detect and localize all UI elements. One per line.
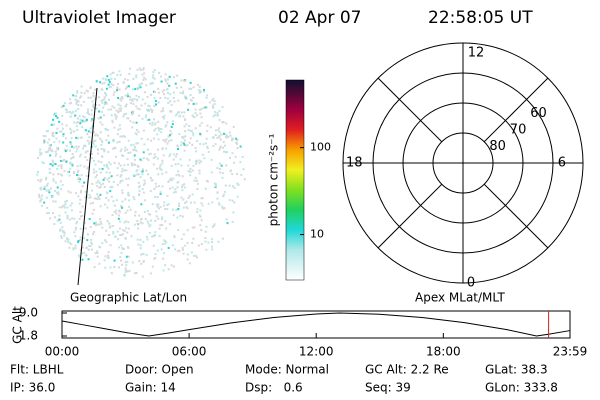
x-tick-label: 23:59	[553, 345, 588, 359]
y-tick-label: 1.8	[19, 329, 38, 343]
polar-circle	[402, 102, 524, 224]
colorbar-label: photon cm⁻²s⁻¹	[267, 133, 281, 226]
polar-caption: Apex MLat/MLT	[415, 291, 505, 305]
status-field: Gain: 14	[125, 381, 176, 395]
polar-circle-label: 70	[510, 123, 527, 138]
polar-circle	[372, 72, 554, 254]
colorbar	[285, 79, 305, 281]
terminator-line	[77, 87, 98, 286]
altitude-line	[61, 312, 571, 337]
mlt-label: 0	[467, 276, 475, 291]
image-caption: Geographic Lat/Lon	[70, 291, 187, 305]
status-field: Seq: 39	[365, 381, 411, 395]
x-tick-label: 18:00	[426, 345, 461, 359]
mlt-label: 12	[468, 46, 485, 61]
date: 02 Apr 07	[278, 8, 361, 28]
polar-spoke	[483, 183, 549, 249]
status-field: GLon: 333.8	[485, 381, 558, 395]
polar-spoke	[483, 77, 549, 143]
uv-image	[36, 67, 246, 286]
polar-spoke	[377, 77, 443, 143]
colorbar-tick-label: 10	[310, 228, 324, 241]
polar-circle-label: 80	[489, 139, 506, 154]
polar-circle	[432, 132, 494, 194]
mlt-label: 6	[558, 156, 566, 171]
x-tick-label: 12:00	[299, 345, 334, 359]
status-field: Flt: LBHL	[10, 363, 64, 377]
x-tick-label: 06:00	[172, 345, 207, 359]
status-field: Dsp: 0.6	[245, 381, 303, 395]
status-field: IP: 36.0	[10, 381, 55, 395]
y-tick-label: 9.0	[19, 306, 38, 320]
timeline-ylabel: GC Alt	[11, 306, 25, 344]
time: 22:58:05 UT	[428, 8, 533, 28]
polar-circle-label: 60	[530, 106, 547, 121]
polar-spoke	[377, 183, 443, 249]
status-field: Mode: Normal	[245, 363, 329, 377]
title: Ultraviolet Imager	[22, 8, 176, 28]
status-field: GC Alt: 2.2 Re	[365, 363, 449, 377]
mlt-label: 18	[346, 156, 363, 171]
status-field: GLat: 38.3	[485, 363, 548, 377]
x-tick-label: 00:00	[45, 345, 80, 359]
status-field: Door: Open	[125, 363, 194, 377]
colorbar-tick-label: 100	[310, 141, 331, 154]
